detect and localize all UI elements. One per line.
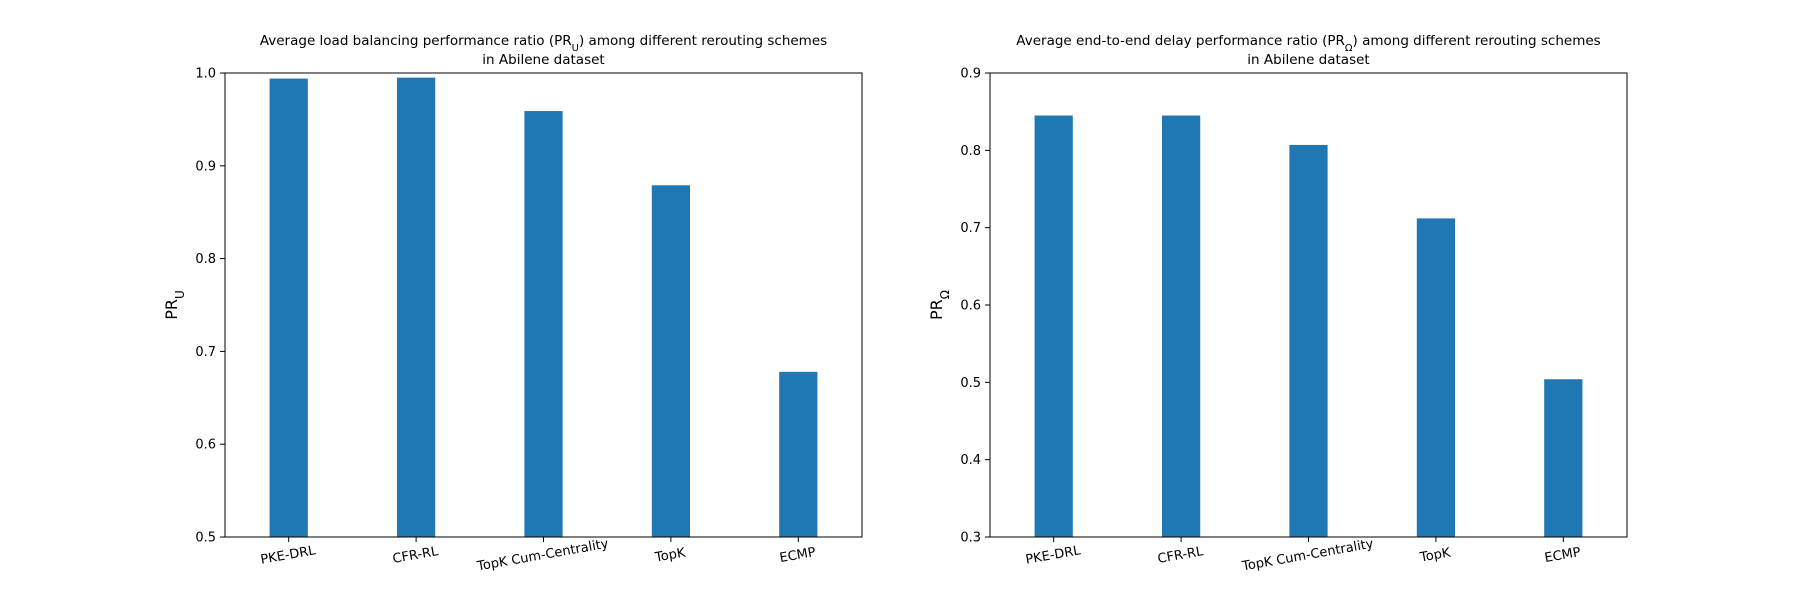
chart-title-line: Average load balancing performance ratio… <box>260 33 827 54</box>
chart-title-line: Average end-to-end delay performance rat… <box>1016 33 1600 54</box>
y-tick-label: 0.5 <box>195 531 216 546</box>
bar-topk-cum-centrality <box>1289 144 1328 538</box>
bar-pke-drl <box>269 78 308 537</box>
chart-load-balancing: Average load balancing performance ratio… <box>162 33 863 575</box>
bar-ecmp <box>1544 379 1583 537</box>
y-tick-label: 0.6 <box>195 438 216 453</box>
y-tick-label: 0.8 <box>960 144 981 159</box>
bar-pke-drl <box>1034 115 1073 537</box>
y-axis-label: PRΩ <box>927 290 952 320</box>
bar-ecmp <box>779 371 818 537</box>
x-tick-label: TopK Cum-Centrality <box>1240 537 1375 575</box>
x-tick-label: ECMP <box>1543 545 1582 566</box>
y-tick-label: 0.9 <box>960 67 981 82</box>
y-tick-label: 0.7 <box>195 345 216 360</box>
x-tick-label: ECMP <box>778 545 817 566</box>
x-tick-label: TopK <box>1418 545 1452 565</box>
y-tick-label: 0.7 <box>960 221 981 236</box>
chart-end-to-end-delay: Average end-to-end delay performance rat… <box>927 33 1628 575</box>
bar-topk <box>651 185 691 538</box>
x-tick-label: TopK Cum-Centrality <box>475 537 610 575</box>
y-tick-label: 0.6 <box>960 299 981 314</box>
x-tick-label: CFR-RL <box>1157 544 1206 567</box>
bar-cfr-rl <box>1161 115 1201 537</box>
x-tick-label: PKE-DRL <box>259 543 317 568</box>
y-axis-label: PRU <box>162 290 187 320</box>
x-tick-label: CFR-RL <box>392 544 441 567</box>
x-tick-label: TopK <box>653 545 687 565</box>
y-tick-label: 1.0 <box>195 67 216 82</box>
bar-topk-cum-centrality <box>524 111 563 538</box>
y-tick-label: 0.9 <box>195 159 216 174</box>
y-tick-label: 0.3 <box>960 531 981 546</box>
y-tick-label: 0.4 <box>960 453 981 468</box>
x-tick-label: PKE-DRL <box>1024 543 1082 568</box>
bar-topk <box>1416 218 1456 537</box>
bar-cfr-rl <box>396 77 436 537</box>
chart-title-line: in Abilene dataset <box>1247 52 1369 68</box>
y-tick-label: 0.5 <box>960 376 981 391</box>
chart-title-line: in Abilene dataset <box>482 52 604 68</box>
y-tick-label: 0.8 <box>195 252 216 267</box>
